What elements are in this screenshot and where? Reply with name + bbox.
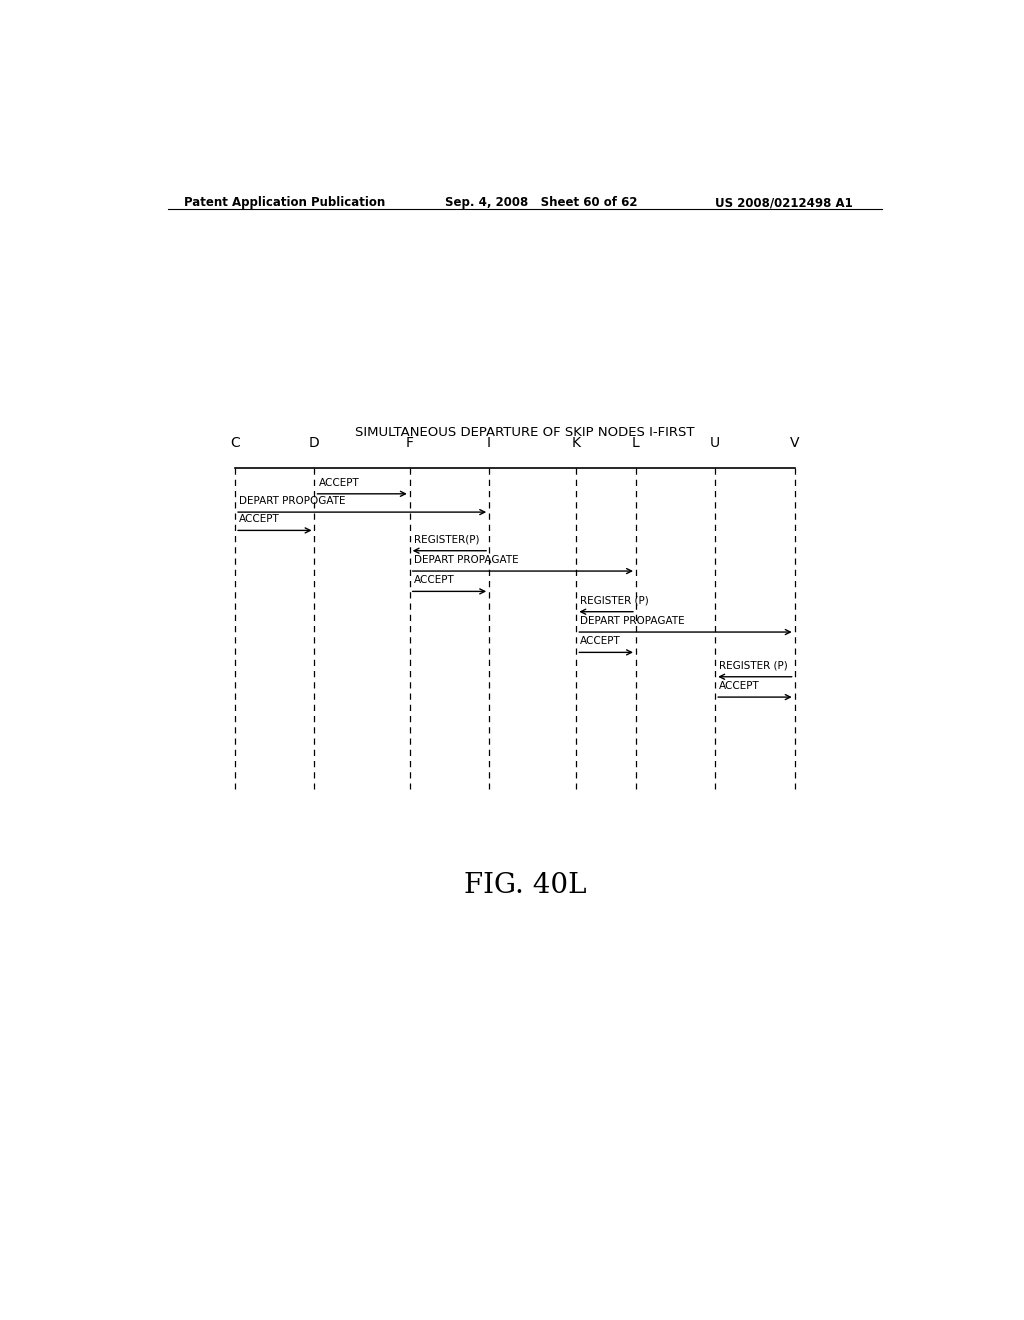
- Text: D: D: [309, 436, 319, 450]
- Text: ACCEPT: ACCEPT: [414, 576, 455, 585]
- Text: REGISTER (P): REGISTER (P): [581, 595, 649, 606]
- Text: L: L: [632, 436, 640, 450]
- Text: ACCEPT: ACCEPT: [581, 636, 622, 647]
- Text: DEPART PROPAGATE: DEPART PROPAGATE: [414, 554, 518, 565]
- Text: Sep. 4, 2008   Sheet 60 of 62: Sep. 4, 2008 Sheet 60 of 62: [445, 195, 638, 209]
- Text: U: U: [711, 436, 720, 450]
- Text: ACCEPT: ACCEPT: [240, 515, 280, 524]
- Text: SIMULTANEOUS DEPARTURE OF SKIP NODES I-FIRST: SIMULTANEOUS DEPARTURE OF SKIP NODES I-F…: [355, 426, 694, 440]
- Text: FIG. 40L: FIG. 40L: [464, 871, 586, 899]
- Text: DEPART PROPAGATE: DEPART PROPAGATE: [581, 616, 685, 626]
- Text: REGISTER(P): REGISTER(P): [414, 535, 479, 545]
- Text: V: V: [790, 436, 800, 450]
- Text: ACCEPT: ACCEPT: [318, 478, 359, 487]
- Text: US 2008/0212498 A1: US 2008/0212498 A1: [715, 195, 853, 209]
- Text: K: K: [571, 436, 581, 450]
- Text: F: F: [406, 436, 414, 450]
- Text: I: I: [487, 436, 492, 450]
- Text: Patent Application Publication: Patent Application Publication: [183, 195, 385, 209]
- Text: ACCEPT: ACCEPT: [719, 681, 760, 690]
- Text: DEPART PROPOGATE: DEPART PROPOGATE: [240, 496, 346, 506]
- Text: C: C: [230, 436, 240, 450]
- Text: REGISTER (P): REGISTER (P): [719, 661, 788, 671]
